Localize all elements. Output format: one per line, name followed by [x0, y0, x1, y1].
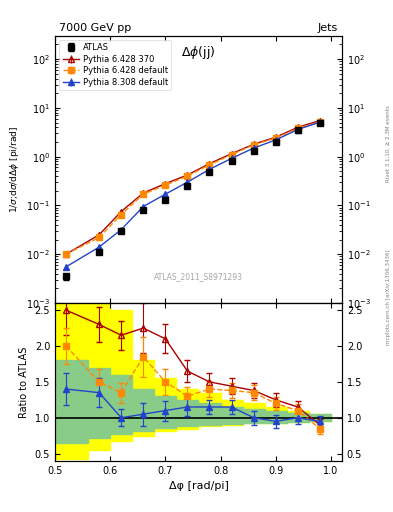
- X-axis label: Δφ [rad/pi]: Δφ [rad/pi]: [169, 481, 228, 491]
- Y-axis label: Ratio to ATLAS: Ratio to ATLAS: [19, 346, 29, 418]
- Text: Rivet 3.1.10, ≥ 2.3M events: Rivet 3.1.10, ≥ 2.3M events: [386, 105, 391, 182]
- Legend: ATLAS, Pythia 6.428 370, Pythia 6.428 default, Pythia 8.308 default: ATLAS, Pythia 6.428 370, Pythia 6.428 de…: [59, 40, 171, 90]
- Text: mcplots.cern.ch [arXiv:1306.3436]: mcplots.cern.ch [arXiv:1306.3436]: [386, 249, 391, 345]
- Text: ATLAS_2011_S8971293: ATLAS_2011_S8971293: [154, 272, 243, 282]
- Y-axis label: 1/$\sigma$;d$\sigma$/d$\Delta\phi$ [pi/rad]: 1/$\sigma$;d$\sigma$/d$\Delta\phi$ [pi/r…: [7, 126, 20, 213]
- Text: Jets: Jets: [318, 23, 338, 33]
- Text: 7000 GeV pp: 7000 GeV pp: [59, 23, 131, 33]
- Text: $\Delta\phi$(jj): $\Delta\phi$(jj): [181, 44, 216, 61]
